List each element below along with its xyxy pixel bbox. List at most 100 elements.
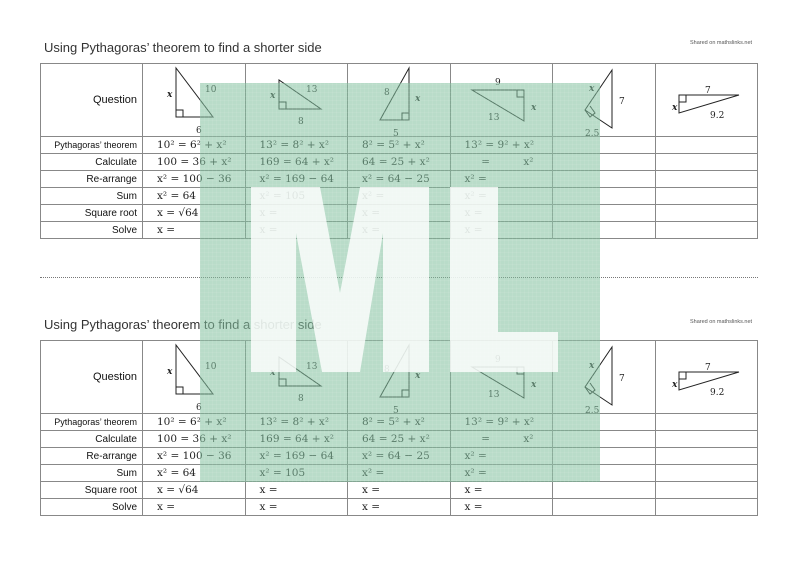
- working-cell[interactable]: [654, 204, 758, 222]
- working-cell[interactable]: x² = 100 − 36: [142, 170, 246, 188]
- working-cell[interactable]: [552, 447, 656, 465]
- working-cell[interactable]: x² = 100 − 36: [142, 447, 246, 465]
- row-label: Pythagoras’ theorem: [40, 413, 143, 431]
- worksheet-title: Using Pythagoras’ theorem to find a shor…: [44, 40, 322, 55]
- working-cell[interactable]: [654, 153, 758, 171]
- working-cell[interactable]: x =: [244, 221, 348, 239]
- working-cell[interactable]: x² = 105: [244, 187, 348, 205]
- working-cell[interactable]: x² = 64 − 25: [347, 447, 451, 465]
- working-cell[interactable]: x² =: [347, 464, 451, 482]
- working-cell[interactable]: 10² = 6² + x²: [142, 413, 246, 431]
- side-label: 8: [384, 88, 390, 98]
- working-cell[interactable]: x =: [142, 498, 246, 516]
- working-cell[interactable]: [552, 204, 656, 222]
- right-triangle-diagram: 8 x 5: [379, 66, 421, 136]
- working-cell[interactable]: x² =: [449, 170, 553, 188]
- step-row: Calculate 100 = 36 + x² 169 = 64 + x² 64 = …: [40, 153, 758, 171]
- working-cell[interactable]: [552, 153, 656, 171]
- working-cell[interactable]: [552, 187, 656, 205]
- side-label: x: [414, 371, 421, 381]
- step-row: Pythagoras’ theorem 10² = 6² + x² 13² = 8²…: [40, 413, 758, 431]
- side-label: x: [588, 84, 595, 94]
- working-cell[interactable]: [552, 498, 656, 516]
- working-cell[interactable]: [654, 136, 758, 154]
- working-cell[interactable]: = x²: [449, 153, 553, 171]
- working-cell[interactable]: 169 = 64 + x²: [244, 153, 348, 171]
- working-cell[interactable]: x =: [347, 204, 451, 222]
- question-cell: 7 x 9.2: [654, 63, 758, 137]
- working-cell[interactable]: x = √64: [142, 481, 246, 499]
- working-cell[interactable]: [552, 464, 656, 482]
- working-cell[interactable]: x² = 105: [244, 464, 348, 482]
- working-cell[interactable]: 8² = 5² + x²: [347, 136, 451, 154]
- working-cell[interactable]: 8² = 5² + x²: [347, 413, 451, 431]
- working-cell[interactable]: 13² = 8² + x²: [244, 413, 348, 431]
- working-cell[interactable]: x =: [347, 221, 451, 239]
- working-cell[interactable]: x² =: [449, 187, 553, 205]
- working-cell[interactable]: x² = 64: [142, 464, 246, 482]
- working-cell[interactable]: 169 = 64 + x²: [244, 430, 348, 448]
- working-cell[interactable]: x² =: [347, 187, 451, 205]
- row-label: Question: [40, 63, 143, 137]
- side-label: 2.5: [585, 406, 600, 413]
- working-cell[interactable]: = x²: [449, 430, 553, 448]
- working-cell[interactable]: [552, 413, 656, 431]
- side-label: 13: [306, 85, 318, 95]
- working-cell[interactable]: x =: [449, 204, 553, 222]
- working-cell[interactable]: [654, 498, 758, 516]
- working-cell[interactable]: [654, 413, 758, 431]
- row-label: Pythagoras’ theorem: [40, 136, 143, 154]
- working-cell[interactable]: x² = 169 − 64: [244, 170, 348, 188]
- working-cell[interactable]: [552, 481, 656, 499]
- side-label: 9: [495, 78, 501, 88]
- working-cell[interactable]: 64 = 25 + x²: [347, 153, 451, 171]
- working-cell[interactable]: [654, 447, 758, 465]
- right-angle-marker: [678, 95, 686, 103]
- side-label: 9: [495, 355, 501, 365]
- working-cell[interactable]: [552, 221, 656, 239]
- working-cell[interactable]: x² =: [449, 464, 553, 482]
- working-cell[interactable]: x² = 169 − 64: [244, 447, 348, 465]
- working-cell[interactable]: 64 = 25 + x²: [347, 430, 451, 448]
- working-cell[interactable]: x = √64: [142, 204, 246, 222]
- question-cell: 8 x 5: [347, 63, 451, 137]
- working-cell[interactable]: x =: [244, 481, 348, 499]
- side-label: 7: [619, 97, 625, 107]
- working-cell[interactable]: [654, 187, 758, 205]
- side-label: x: [671, 103, 678, 113]
- question-cell: 7 x 9.2: [654, 340, 758, 414]
- row-label: Calculate: [40, 153, 143, 171]
- working-cell[interactable]: [552, 430, 656, 448]
- working-cell[interactable]: 100 = 36 + x²: [142, 430, 246, 448]
- working-cell[interactable]: 100 = 36 + x²: [142, 153, 246, 171]
- working-cell[interactable]: [552, 136, 656, 154]
- row-label: Solve: [40, 221, 143, 239]
- working-cell[interactable]: x² = 64 − 25: [347, 170, 451, 188]
- working-cell[interactable]: 13² = 8² + x²: [244, 136, 348, 154]
- working-cell[interactable]: x =: [347, 498, 451, 516]
- triangle-shape: [678, 371, 739, 391]
- working-cell[interactable]: x =: [449, 481, 553, 499]
- working-cell[interactable]: x =: [244, 204, 348, 222]
- working-cell[interactable]: [552, 170, 656, 188]
- step-row: Solve x = x = x = x =: [40, 498, 758, 516]
- working-cell[interactable]: x² = 64: [142, 187, 246, 205]
- working-cell[interactable]: x =: [449, 498, 553, 516]
- working-cell[interactable]: 13² = 9² + x²: [449, 413, 553, 431]
- working-cell[interactable]: [654, 170, 758, 188]
- working-cell[interactable]: x =: [244, 498, 348, 516]
- working-cell[interactable]: [654, 221, 758, 239]
- working-cell[interactable]: x =: [449, 221, 553, 239]
- working-cell[interactable]: 13² = 9² + x²: [449, 136, 553, 154]
- working-cell[interactable]: [654, 464, 758, 482]
- triangle-shape: [584, 345, 613, 406]
- triangle-shape: [678, 94, 739, 114]
- working-cell[interactable]: [654, 430, 758, 448]
- working-cell[interactable]: x² =: [449, 447, 553, 465]
- working-cell[interactable]: 10² = 6² + x²: [142, 136, 246, 154]
- working-cell[interactable]: x =: [142, 221, 246, 239]
- working-cell[interactable]: [654, 481, 758, 499]
- side-label: x: [269, 368, 276, 378]
- working-cell[interactable]: x =: [347, 481, 451, 499]
- row-label: Calculate: [40, 430, 143, 448]
